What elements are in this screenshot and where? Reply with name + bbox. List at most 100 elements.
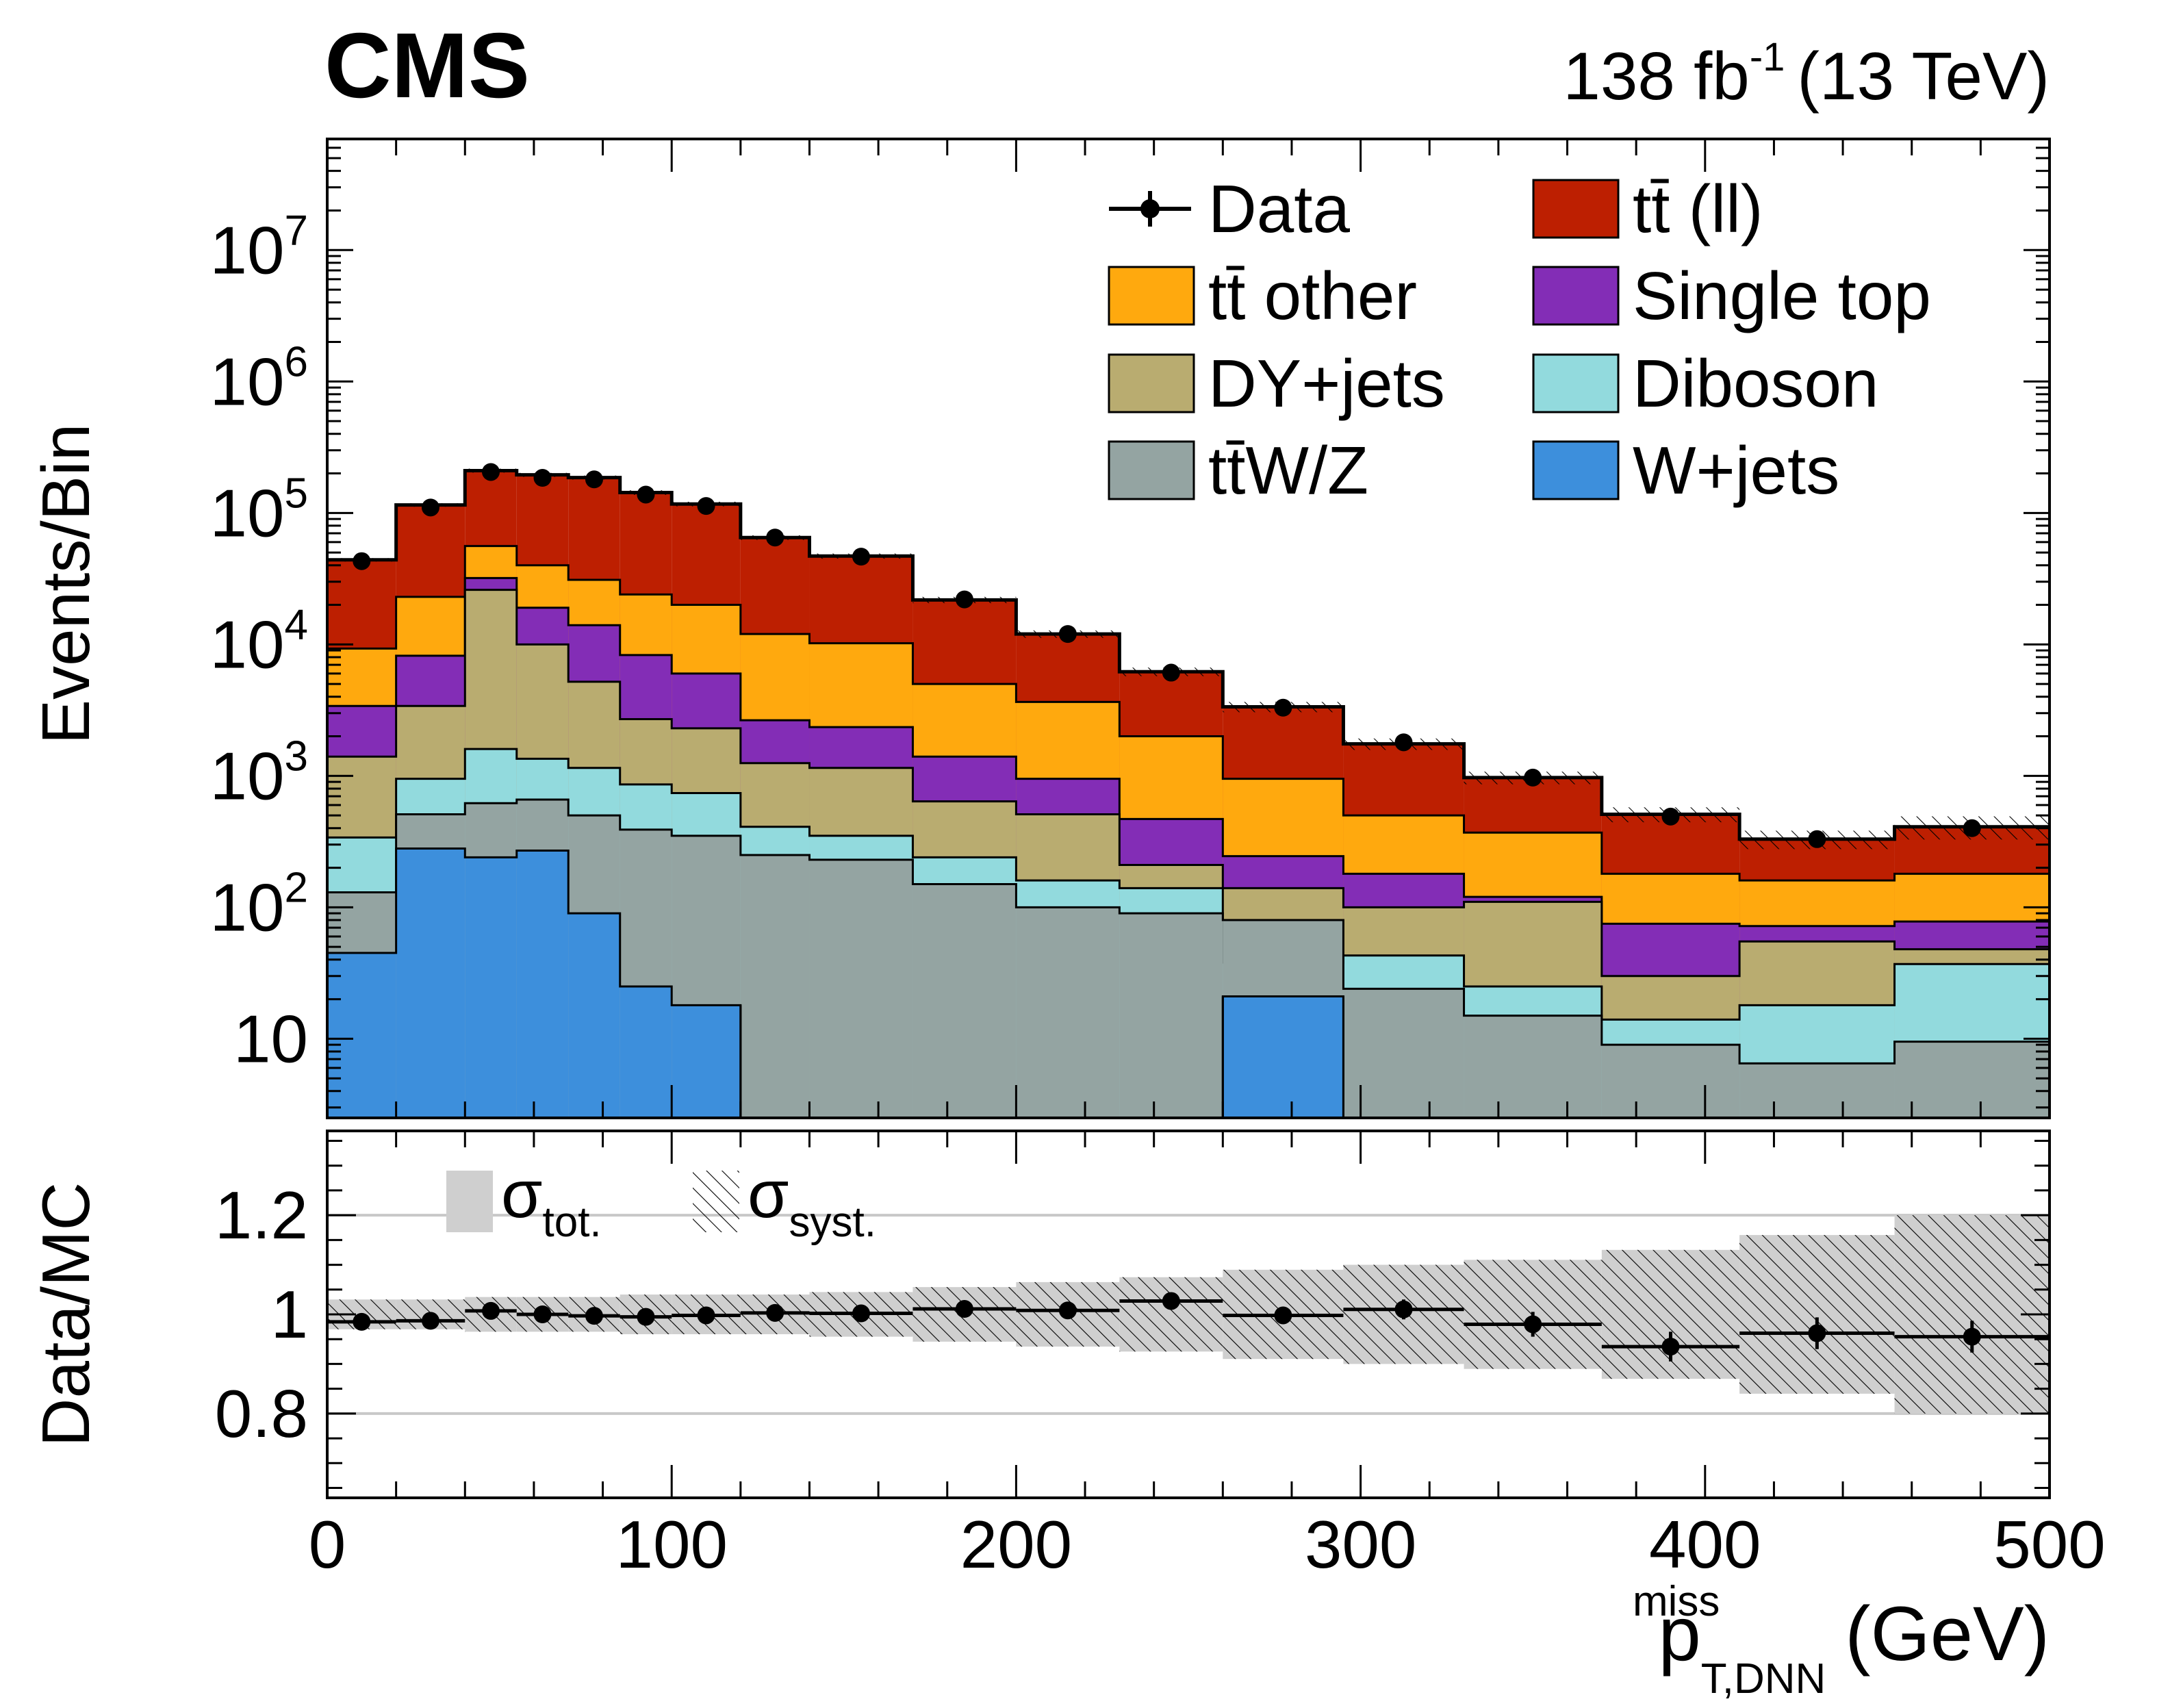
data-point bbox=[1162, 663, 1180, 682]
ratio-legend-tot-swatch bbox=[446, 1171, 493, 1232]
legend-swatch bbox=[1108, 266, 1195, 326]
legend-entry-tt-ll: tt̄ (ll) bbox=[1532, 171, 1763, 246]
experiment-label: CMS bbox=[324, 14, 530, 117]
legend-label: W+jets bbox=[1633, 433, 1839, 508]
data-point bbox=[533, 469, 552, 487]
ratio-point bbox=[585, 1307, 603, 1325]
legend-label: tt̄ (ll) bbox=[1633, 171, 1763, 246]
data-point bbox=[697, 497, 715, 515]
main-ticks bbox=[326, 138, 2051, 1118]
ratio-uncertainty-band bbox=[327, 1215, 2050, 1414]
ratio-point bbox=[1162, 1292, 1180, 1310]
x-tick-label: 0 bbox=[309, 1507, 346, 1582]
x-tick-label: 100 bbox=[615, 1507, 728, 1582]
stack-bar bbox=[1223, 996, 1344, 1118]
ratio-legend-syst: σsyst. bbox=[693, 1156, 876, 1246]
legend-data-marker bbox=[1140, 199, 1160, 218]
legend-label: Diboson bbox=[1633, 346, 1879, 421]
stack-bar bbox=[1739, 1063, 1895, 1118]
data-point bbox=[1274, 698, 1292, 717]
legend-swatch bbox=[1108, 353, 1195, 413]
ratio-point bbox=[697, 1306, 715, 1325]
stack-bar bbox=[1016, 907, 1120, 1118]
ratio-point bbox=[1808, 1324, 1826, 1342]
legend-label: Data bbox=[1208, 171, 1351, 246]
data-point bbox=[955, 590, 973, 609]
legend-swatch bbox=[1532, 353, 1620, 413]
legend-label: tt̄ other bbox=[1208, 258, 1417, 333]
ratio-band-syst bbox=[1119, 1277, 1223, 1352]
data-point bbox=[637, 485, 655, 504]
main-y-tick-labels: 10 102 103 104 105 106 107 bbox=[210, 207, 309, 1076]
legend-swatch bbox=[1532, 440, 1620, 500]
legend-entry-tt-other: tt̄ other bbox=[1108, 258, 1417, 333]
svg-text:138 fb-1(13 TeV): 138 fb-1 (13 TeV) bbox=[1563, 35, 2050, 114]
stack-bar bbox=[568, 913, 620, 1118]
ratio-point bbox=[353, 1312, 371, 1331]
ratio-point bbox=[852, 1304, 870, 1323]
ratio-point bbox=[482, 1301, 500, 1320]
ratio-point bbox=[1274, 1306, 1292, 1325]
data-point bbox=[421, 498, 439, 517]
y-tick-label: 103 bbox=[210, 732, 309, 813]
main-y-axis-title: Events/Bin bbox=[28, 424, 103, 744]
ratio-point bbox=[533, 1305, 552, 1323]
stack-bar bbox=[1894, 1041, 2050, 1118]
ratio-legend: σtot. σsyst. bbox=[446, 1156, 876, 1246]
y-tick-label: 10 bbox=[233, 1001, 308, 1076]
x-tick-label: 500 bbox=[1993, 1507, 2106, 1582]
stack-bar bbox=[516, 850, 569, 1118]
legend-entry-dy-jets: DY+jets bbox=[1108, 346, 1445, 421]
ratio-y-tick-label: 0.8 bbox=[215, 1376, 308, 1451]
legend-swatch bbox=[1108, 440, 1195, 500]
lumi-exponent: -1 bbox=[1750, 35, 1785, 79]
stack-outline bbox=[327, 748, 2050, 1021]
legend-label: DY+jets bbox=[1208, 346, 1445, 421]
x-axis-title-unit: (GeV) bbox=[1845, 1591, 2050, 1677]
ratio-point bbox=[1963, 1327, 1981, 1346]
legend-swatch bbox=[1532, 266, 1620, 326]
stack-bar bbox=[1601, 1045, 1740, 1118]
y-tick-label: 106 bbox=[210, 338, 309, 419]
ratio-point bbox=[766, 1303, 784, 1322]
ratio-point bbox=[1524, 1315, 1542, 1334]
legend-swatch bbox=[1532, 179, 1620, 239]
y-tick-label: 102 bbox=[210, 864, 309, 945]
ratio-point bbox=[1058, 1301, 1077, 1320]
ratio-y-tick-labels: 0.8 1 1.2 bbox=[215, 1177, 308, 1451]
x-tick-labels: 0 100 200 300 400 500 bbox=[309, 1507, 2106, 1582]
data-point bbox=[766, 528, 784, 547]
data-point bbox=[1058, 625, 1077, 643]
legend-label: Single top bbox=[1633, 258, 1931, 333]
ratio-band-syst bbox=[1739, 1235, 1895, 1394]
stack-outline bbox=[327, 545, 2050, 882]
legend-entry-ttwz: tt̄W/Z bbox=[1108, 433, 1368, 508]
stack-histogram bbox=[327, 469, 2050, 1118]
y-tick-label: 105 bbox=[210, 470, 309, 550]
x-axis-title-sub: T,DNN bbox=[1701, 1655, 1826, 1703]
ratio-point bbox=[421, 1312, 439, 1330]
x-tick-label: 400 bbox=[1649, 1507, 1761, 1582]
data-point bbox=[852, 548, 870, 566]
data-point bbox=[353, 552, 371, 570]
legend-label: tt̄W/Z bbox=[1208, 433, 1368, 508]
data-point bbox=[1808, 830, 1826, 848]
energy-label: (13 TeV) bbox=[1797, 38, 2050, 114]
main-panel: 10 102 103 104 105 106 107 Events/Bin Data tt̄ … bbox=[28, 138, 2051, 1119]
ratio-y-tick-label: 1.2 bbox=[215, 1177, 308, 1253]
y-tick-label: 104 bbox=[210, 601, 309, 682]
data-point bbox=[482, 463, 500, 481]
luminosity-label: 138 fb-1 (13 TeV) bbox=[1563, 35, 2050, 114]
data-point bbox=[1963, 819, 1981, 837]
legend-entry-w-jets: W+jets bbox=[1532, 433, 1839, 508]
x-tick-label: 200 bbox=[960, 1507, 1073, 1582]
svg-text:pT,DNN(GeV): pT,DNN (GeV) bbox=[1658, 1591, 2050, 1703]
data-point bbox=[585, 470, 603, 489]
ratio-legend-tot-label: σtot. bbox=[501, 1156, 602, 1246]
x-axis-title-main: p bbox=[1658, 1591, 1700, 1677]
x-axis-title-sup: miss bbox=[1633, 1578, 1720, 1625]
data-point bbox=[1394, 733, 1413, 752]
stack-bar bbox=[809, 859, 913, 1118]
legend-entry-single-top: Single top bbox=[1532, 258, 1931, 333]
